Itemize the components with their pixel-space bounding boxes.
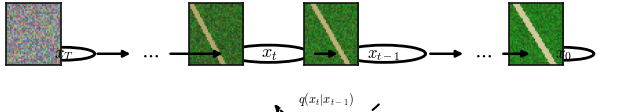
Text: $x_{t-1}$: $x_{t-1}$ (367, 45, 401, 63)
FancyArrowPatch shape (276, 104, 379, 112)
Ellipse shape (227, 45, 310, 62)
Ellipse shape (342, 45, 426, 62)
Text: $\cdots$: $\cdots$ (141, 44, 159, 63)
Text: $x_T$: $x_T$ (54, 45, 74, 63)
Ellipse shape (532, 47, 594, 60)
Text: $x_t$: $x_t$ (260, 45, 277, 63)
Ellipse shape (33, 47, 95, 60)
Text: $\cdots$: $\cdots$ (474, 44, 492, 63)
Text: $x_0$: $x_0$ (555, 45, 572, 63)
Text: $q(x_t|x_{t-1})$: $q(x_t|x_{t-1})$ (298, 90, 355, 108)
